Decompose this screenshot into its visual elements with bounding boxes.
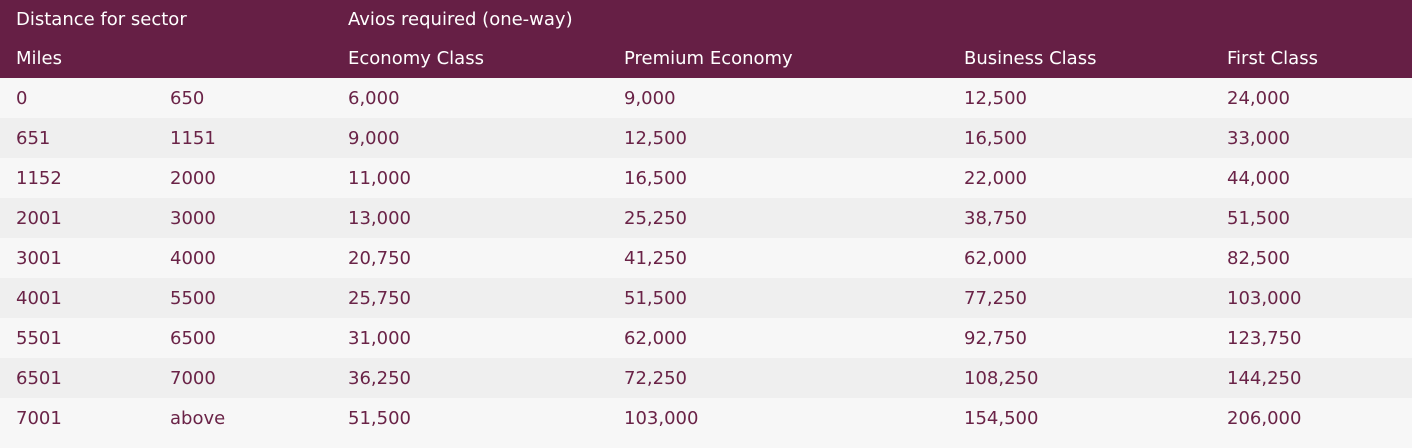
premium-economy-avios-cell: 51,500	[608, 278, 948, 318]
business-avios-cell: 12,500	[948, 78, 1211, 118]
economy-avios-cell: 11,000	[332, 158, 608, 198]
premium-economy-avios-cell: 41,250	[608, 238, 948, 278]
first-avios-cell: 206,000	[1211, 398, 1412, 438]
miles-from-cell: 6501	[0, 358, 154, 398]
premium-economy-avios-cell: 72,250	[608, 358, 948, 398]
economy-avios-cell: 20,750	[332, 238, 608, 278]
miles-to-cell: 2000	[154, 158, 332, 198]
header-row-top: Distance for sector Avios required (one-…	[0, 0, 1412, 38]
avios-header: Avios required (one-way)	[332, 0, 1412, 38]
miles-from-cell: 7001	[0, 398, 154, 438]
premium-economy-header: Premium Economy	[608, 38, 948, 78]
economy-avios-cell: 9,000	[332, 118, 608, 158]
business-avios-cell: 22,000	[948, 158, 1211, 198]
business-avios-cell: 77,250	[948, 278, 1211, 318]
miles-from-cell: 2001	[0, 198, 154, 238]
premium-economy-avios-cell: 9,000	[608, 78, 948, 118]
first-avios-cell: 44,000	[1211, 158, 1412, 198]
miles-header: Miles	[0, 38, 332, 78]
first-avios-cell: 33,000	[1211, 118, 1412, 158]
miles-from-cell: 5501	[0, 318, 154, 358]
miles-to-cell: 7000	[154, 358, 332, 398]
economy-avios-cell: 25,750	[332, 278, 608, 318]
table-row: 4001 5500 25,750 51,500 77,250 103,000	[0, 278, 1412, 318]
table-row: 7001 above 51,500 103,000 154,500 206,000	[0, 398, 1412, 438]
table-row: 5501 6500 31,000 62,000 92,750 123,750	[0, 318, 1412, 358]
economy-avios-cell: 6,000	[332, 78, 608, 118]
premium-economy-avios-cell: 25,250	[608, 198, 948, 238]
miles-from-cell: 0	[0, 78, 154, 118]
business-avios-cell: 16,500	[948, 118, 1211, 158]
business-header: Business Class	[948, 38, 1211, 78]
premium-economy-avios-cell: 16,500	[608, 158, 948, 198]
miles-to-cell: 4000	[154, 238, 332, 278]
miles-from-cell: 1152	[0, 158, 154, 198]
economy-avios-cell: 13,000	[332, 198, 608, 238]
first-avios-cell: 51,500	[1211, 198, 1412, 238]
economy-header: Economy Class	[332, 38, 608, 78]
first-avios-cell: 144,250	[1211, 358, 1412, 398]
business-avios-cell: 62,000	[948, 238, 1211, 278]
table-row: 1152 2000 11,000 16,500 22,000 44,000	[0, 158, 1412, 198]
table-row: 6501 7000 36,250 72,250 108,250 144,250	[0, 358, 1412, 398]
miles-to-cell: 1151	[154, 118, 332, 158]
miles-from-cell: 4001	[0, 278, 154, 318]
table-row: 0 650 6,000 9,000 12,500 24,000	[0, 78, 1412, 118]
table-row: 651 1151 9,000 12,500 16,500 33,000	[0, 118, 1412, 158]
avios-table: Distance for sector Avios required (one-…	[0, 0, 1412, 438]
business-avios-cell: 108,250	[948, 358, 1211, 398]
first-avios-cell: 24,000	[1211, 78, 1412, 118]
miles-to-cell: above	[154, 398, 332, 438]
business-avios-cell: 38,750	[948, 198, 1211, 238]
first-avios-cell: 82,500	[1211, 238, 1412, 278]
first-avios-cell: 123,750	[1211, 318, 1412, 358]
economy-avios-cell: 31,000	[332, 318, 608, 358]
table-row: 2001 3000 13,000 25,250 38,750 51,500	[0, 198, 1412, 238]
premium-economy-avios-cell: 62,000	[608, 318, 948, 358]
miles-from-cell: 651	[0, 118, 154, 158]
business-avios-cell: 154,500	[948, 398, 1211, 438]
miles-to-cell: 650	[154, 78, 332, 118]
distance-header: Distance for sector	[0, 0, 332, 38]
business-avios-cell: 92,750	[948, 318, 1211, 358]
first-avios-cell: 103,000	[1211, 278, 1412, 318]
economy-avios-cell: 51,500	[332, 398, 608, 438]
miles-from-cell: 3001	[0, 238, 154, 278]
premium-economy-avios-cell: 103,000	[608, 398, 948, 438]
miles-to-cell: 5500	[154, 278, 332, 318]
header-row-columns: Miles Economy Class Premium Economy Busi…	[0, 38, 1412, 78]
miles-to-cell: 6500	[154, 318, 332, 358]
miles-to-cell: 3000	[154, 198, 332, 238]
table-row: 3001 4000 20,750 41,250 62,000 82,500	[0, 238, 1412, 278]
premium-economy-avios-cell: 12,500	[608, 118, 948, 158]
economy-avios-cell: 36,250	[332, 358, 608, 398]
first-header: First Class	[1211, 38, 1412, 78]
